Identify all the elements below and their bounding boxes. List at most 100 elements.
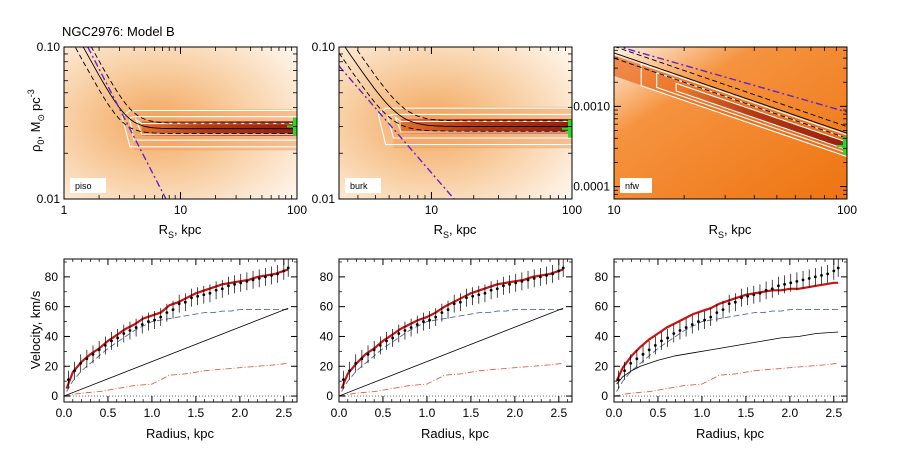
data-point xyxy=(514,281,518,285)
data-point xyxy=(147,320,150,323)
data-point xyxy=(434,315,438,319)
data-point xyxy=(616,378,620,382)
data-point xyxy=(623,369,626,373)
data-point xyxy=(826,272,830,276)
data-point xyxy=(471,294,475,298)
data-point xyxy=(276,272,280,276)
upper-bound-curve xyxy=(90,47,297,124)
rotation-curve-frame xyxy=(63,258,298,403)
data-point xyxy=(282,269,286,273)
y-tick-label: 40 xyxy=(45,329,59,343)
x-tick-label: 1.0 xyxy=(694,406,711,420)
data-point xyxy=(171,308,175,312)
data-point xyxy=(783,282,786,286)
y-tick-label: 0.01 xyxy=(37,192,61,206)
top-x-label-main: R xyxy=(434,222,443,237)
heatmap-ridge xyxy=(687,87,847,151)
data-point xyxy=(526,278,530,282)
upper-bound-curve xyxy=(354,47,572,122)
data-point xyxy=(422,320,425,323)
data-point xyxy=(770,287,774,291)
top-y-label-exp: -3 xyxy=(26,89,36,97)
rotation-curve-frame xyxy=(613,258,848,403)
data-point xyxy=(153,318,156,322)
data-point xyxy=(85,357,89,361)
rotation-curve-frame xyxy=(338,258,573,403)
heatmap-frame xyxy=(338,46,573,200)
top-y-label-sub: 0 xyxy=(36,140,46,145)
data-point xyxy=(545,273,548,277)
data-point xyxy=(721,308,725,312)
data-point xyxy=(348,369,351,373)
y-tick-label: 0.01 xyxy=(312,192,336,206)
confidence-contour xyxy=(675,82,847,151)
disk-curve xyxy=(341,309,564,392)
data-point xyxy=(360,357,364,361)
data-point xyxy=(134,326,138,329)
data-point xyxy=(415,323,419,326)
x-tick-label: 2.0 xyxy=(507,406,524,420)
data-point xyxy=(428,318,431,322)
model-curve xyxy=(615,281,839,382)
data-point xyxy=(183,300,187,304)
data-point xyxy=(789,281,793,285)
bottom-x-label: Radius, kpc xyxy=(421,426,489,441)
data-point xyxy=(397,332,401,335)
x-tick-label: 0.5 xyxy=(375,406,392,420)
model-curve xyxy=(65,268,289,389)
data-point xyxy=(733,300,737,304)
confidence-contour xyxy=(394,115,572,133)
data-point xyxy=(495,287,499,291)
rotation-curve-axes: 0.0 0.5 1.0 1.5 2.0 2.5 0 20 40 60 80 xyxy=(320,259,572,420)
data-point xyxy=(354,361,358,365)
data-point xyxy=(561,266,565,270)
data-point xyxy=(660,339,663,343)
pivot-line xyxy=(339,65,455,199)
top-y-label: ρ0, M⊙ pc-3 xyxy=(26,89,46,152)
x-tick-label: 0.0 xyxy=(606,406,623,420)
data-point xyxy=(635,357,639,361)
data-point xyxy=(641,352,645,356)
y-tick-label: 0.10 xyxy=(312,40,336,54)
rotation-curve-panel-2: 0.0 0.5 1.0 1.5 2.0 2.5 0 20 40 60 80 Radius, kpc xyxy=(320,258,573,441)
data-point xyxy=(477,293,481,297)
data-point xyxy=(165,311,169,315)
heatmap-frame xyxy=(613,46,848,200)
x-tick-label: 2.5 xyxy=(825,406,842,420)
data-point xyxy=(764,288,768,292)
top-x-label: RS, kpc xyxy=(159,222,202,240)
y-tick-label: 20 xyxy=(595,359,609,373)
rotation-curve-axes: 0.0 0.5 1.0 1.5 2.0 2.5 0 20 40 60 80 xyxy=(595,259,847,420)
top-x-label-rest: , kpc xyxy=(724,222,752,237)
halo-curve xyxy=(339,307,564,397)
data-point xyxy=(286,266,290,270)
confidence-contour xyxy=(640,63,847,158)
best-fit-curve xyxy=(614,52,847,134)
panel-label-box xyxy=(345,178,381,193)
top-x-label-sub: S xyxy=(718,230,724,240)
data-point xyxy=(452,302,456,306)
pivot-line xyxy=(87,47,167,199)
x-tick-label: 10 xyxy=(607,203,621,217)
figure-title: NGC2976: Model B xyxy=(62,24,175,39)
x-tick-label: 0.5 xyxy=(100,406,117,420)
data-point xyxy=(208,291,212,295)
y-tick-label: 40 xyxy=(320,329,334,343)
disk-curve xyxy=(616,309,839,392)
heatmap-axes: 1 10 100 0.01 0.10 xyxy=(37,40,308,217)
data-point xyxy=(653,343,657,347)
data-point xyxy=(629,361,633,365)
x-tick-label: 100 xyxy=(287,203,307,217)
data-point xyxy=(666,336,670,340)
heatmap-panel-burk: 10 100 0.01 0.10 burk RS, kpc xyxy=(312,40,583,240)
data-point xyxy=(489,288,493,292)
x-tick-label: 1.5 xyxy=(738,406,755,420)
data-point xyxy=(372,348,376,352)
data-point xyxy=(97,348,101,352)
pivot-line xyxy=(617,47,847,113)
top-y-label-main: ρ xyxy=(28,145,43,152)
x-tick-label: 1.5 xyxy=(188,406,205,420)
rotation-curve-marks xyxy=(614,259,847,397)
data-point xyxy=(795,279,799,283)
data-point xyxy=(116,336,120,340)
